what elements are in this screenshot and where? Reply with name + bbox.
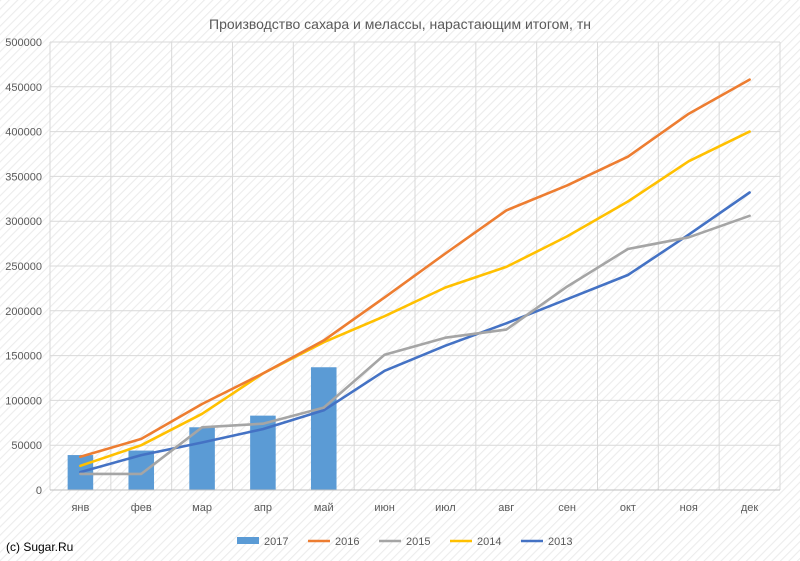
x-tick-label: июл <box>435 502 456 514</box>
x-tick-label: июн <box>374 502 394 514</box>
legend-item-2016: 2016 <box>308 536 359 548</box>
x-tick-label: мар <box>192 502 212 514</box>
x-tick-label: дек <box>741 502 759 514</box>
legend-item-2017: 2017 <box>237 536 288 548</box>
legend-label: 2014 <box>477 536 501 548</box>
x-tick-label: ноя <box>680 502 698 514</box>
x-tick-label: апр <box>254 502 272 514</box>
line-series-2015 <box>79 214 751 476</box>
legend-label: 2015 <box>406 536 430 548</box>
legend-item-2013: 2013 <box>521 536 572 548</box>
legend-item-2014: 2014 <box>450 536 501 548</box>
legend-swatch <box>237 537 259 544</box>
x-tick-label: авг <box>498 502 514 514</box>
y-tick-label: 0 <box>36 485 42 497</box>
y-tick-label: 350000 <box>5 171 42 183</box>
y-tick-label: 150000 <box>5 351 42 363</box>
line-series-2013 <box>79 191 751 474</box>
x-axis-tick-labels: янв фев мар апр май июн июл авг сен окт ноя дек <box>71 502 758 514</box>
y-tick-label: 450000 <box>5 82 42 94</box>
line-series-2014 <box>79 130 751 468</box>
bar-2017 <box>189 427 215 490</box>
x-tick-label: сен <box>558 502 576 514</box>
legend-label: 2017 <box>264 536 288 548</box>
chart-title: Производство сахара и мелассы, нарастающ… <box>209 16 591 32</box>
bar-2017 <box>310 367 337 490</box>
legend-label: 2013 <box>548 536 572 548</box>
x-tick-label: фев <box>131 502 152 514</box>
legend-item-2015: 2015 <box>379 536 430 548</box>
y-tick-label: 400000 <box>5 127 42 139</box>
credit-text: (c) Sugar.Ru <box>6 540 73 554</box>
y-tick-label: 200000 <box>5 306 42 318</box>
x-tick-label: окт <box>620 502 636 514</box>
legend-label: 2016 <box>335 536 359 548</box>
line-series-2016 <box>79 78 751 459</box>
y-tick-label: 250000 <box>5 261 42 273</box>
x-tick-label: янв <box>71 502 89 514</box>
y-tick-label: 500000 <box>5 37 42 49</box>
legend: 2017 2016 2015 2014 2013 <box>237 536 572 548</box>
y-tick-label: 100000 <box>5 395 42 407</box>
grid-lines <box>49 41 781 491</box>
x-tick-label: май <box>314 502 334 514</box>
y-tick-label: 300000 <box>5 216 42 228</box>
line-series <box>79 78 751 476</box>
y-axis-tick-labels: 0 50000 100000 150000 200000 250000 300000 3500… <box>5 37 42 497</box>
y-tick-label: 50000 <box>11 440 42 452</box>
